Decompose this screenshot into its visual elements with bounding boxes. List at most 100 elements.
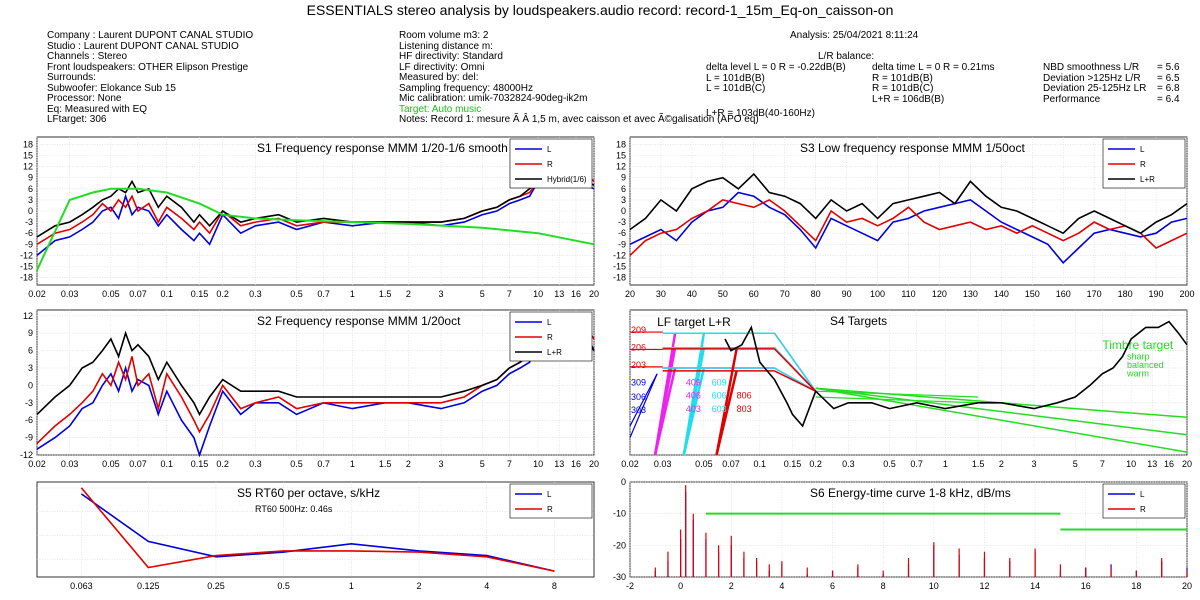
x-tick-label: 0 (678, 581, 683, 591)
series-l-r (724, 320, 1188, 428)
legend-label: Hybrid(1/6) (547, 175, 587, 184)
y-tick-label: -6 (25, 415, 33, 425)
y-tick-label: -18 (20, 273, 33, 283)
y-tick-label: 6 (28, 346, 33, 356)
x-tick-label: 0.3 (842, 459, 855, 469)
legend: LR (509, 483, 593, 519)
y-tick-label: 9 (28, 328, 33, 338)
x-tick-label: 14 (1030, 581, 1040, 591)
info-line: LFtarget: 306 (47, 114, 107, 125)
x-tick-label: 0.03 (61, 289, 79, 299)
plot-frame (36, 481, 595, 578)
x-tick-label: 0.05 (102, 289, 120, 299)
info-line: Eq: Measured with EQ (47, 103, 148, 115)
grid (36, 137, 595, 285)
info-line: = 6.8 (1157, 83, 1180, 94)
y-tick-label: 0 (28, 380, 33, 390)
x-tick-label: 180 (1118, 289, 1133, 299)
series-l (80, 493, 555, 572)
legend: LR Hybrid(1/6) (509, 138, 593, 189)
annotation: Timbre target (1102, 338, 1174, 352)
annotation: 309 (631, 377, 646, 387)
lr-balance-label: L/R balance: (818, 51, 875, 62)
x-tick-label: 1 (349, 581, 354, 591)
y-tick-label: 0 (28, 206, 33, 216)
y-tick-label: 6 (621, 184, 626, 194)
x-tick-label: 80 (811, 289, 821, 299)
x-tick-label: 16 (1081, 581, 1091, 591)
annotation: 303 (631, 405, 646, 415)
x-tick-label: 40 (687, 289, 697, 299)
info-level-block: delta level L = 0 R = -0.22dB(B) L = 101… (706, 62, 846, 95)
annotation: 206 (631, 343, 646, 353)
x-tick-label: 0.1 (754, 459, 767, 469)
info-line: NBD smoothness L/R (1043, 62, 1140, 73)
x-tick-label: 90 (842, 289, 852, 299)
y-tick-label: 15 (616, 151, 626, 161)
y-tick-label: -30 (613, 572, 626, 582)
x-tick-label: 0.05 (695, 459, 713, 469)
chart-s1: 0.02 0.03 0.05 0.07 0.1 0.15 0.2 0.3 0.5 0.7 1 1.5 2… (20, 136, 599, 299)
y-tick-label: 18 (23, 139, 33, 149)
y-tick-label: 3 (621, 195, 626, 205)
x-tick-label: 0.25 (207, 581, 225, 591)
legend-box (509, 483, 593, 519)
annotation: 603 (712, 404, 727, 414)
chart-s4: 0.02 0.03 0.05 0.07 0.1 0.15 0.2 0.3 0.5 0.7 1 1.5 2… (621, 309, 1192, 469)
legend-label: L (547, 318, 552, 327)
timbre-target-line (815, 387, 1188, 436)
y-tick-label: -15 (613, 262, 626, 272)
x-tick-label: 4 (484, 581, 489, 591)
info-line: Listening distance m: (399, 40, 493, 52)
info-line: Studio : Laurent DUPONT CANAL STUDIO (47, 40, 239, 52)
lf-target-slope (774, 370, 816, 392)
annotation: 609 (712, 377, 727, 387)
annotation: 306 (631, 392, 646, 402)
grid (629, 137, 1188, 285)
lf-target-slope (773, 332, 817, 392)
page-title: ESSENTIALS stereo analysis by loudspeake… (306, 2, 894, 18)
info-time-block: delta time L = 0 R = 0.21ms R = 101dB(B)… (872, 62, 994, 105)
x-tick-label: 7 (507, 459, 512, 469)
x-tick-label: 4 (779, 581, 784, 591)
lf-target-rolloff (715, 370, 738, 456)
series-r (36, 173, 595, 245)
annotation: warm (1126, 369, 1149, 379)
y-tick-label: 3 (28, 363, 33, 373)
info-line: Deviation >125Hz L/R (1043, 72, 1141, 84)
legend-box (1102, 483, 1186, 519)
series-target (36, 187, 595, 271)
x-tick-label: 13 (554, 289, 564, 299)
analysis-date: Analysis: 25/04/2021 8:11:24 (790, 30, 919, 41)
y-tick-label: 12 (23, 311, 33, 321)
info-smoothness-labels: NBD smoothness L/R Deviation >125Hz L/R … (1043, 62, 1146, 105)
info-line: Company : Laurent DUPONT CANAL STUDIO (47, 30, 254, 41)
info-target: Target: Auto music (399, 103, 482, 115)
x-tick-label: 10 (533, 459, 543, 469)
x-tick-label: 8 (881, 581, 886, 591)
x-tick-label: 6 (830, 581, 835, 591)
x-tick-label: 13 (1147, 459, 1157, 469)
y-tick-label: 6 (28, 184, 33, 194)
x-tick-label: 18 (1131, 581, 1141, 591)
x-tick-label: 1.5 (972, 459, 985, 469)
x-tick-label: 0.07 (129, 459, 147, 469)
x-tick-label: 0.7 (910, 459, 923, 469)
y-tick-label: 12 (616, 162, 626, 172)
annotation: 209 (631, 325, 646, 335)
info-line: LF directivity: Omni (399, 61, 485, 73)
x-tick-label: 16 (571, 289, 581, 299)
x-tick-label: 190 (1149, 289, 1164, 299)
legend-label: R (547, 333, 553, 342)
x-tick-label: 0.02 (28, 459, 46, 469)
info-line: Sampling frequency: 48000Hz (399, 82, 533, 94)
info-line: L = 101dB(B) (706, 72, 765, 84)
series-r (629, 198, 1188, 256)
y-tick-label: -3 (25, 398, 33, 408)
info-line: R = 101dB(B) (872, 72, 933, 84)
info-room-block: Room volume m3: 2 Listening distance m: … (399, 30, 759, 126)
info-line: Channels : Stereo (47, 51, 128, 62)
x-tick-label: 20 (1182, 581, 1192, 591)
legend: LR (1102, 483, 1186, 519)
